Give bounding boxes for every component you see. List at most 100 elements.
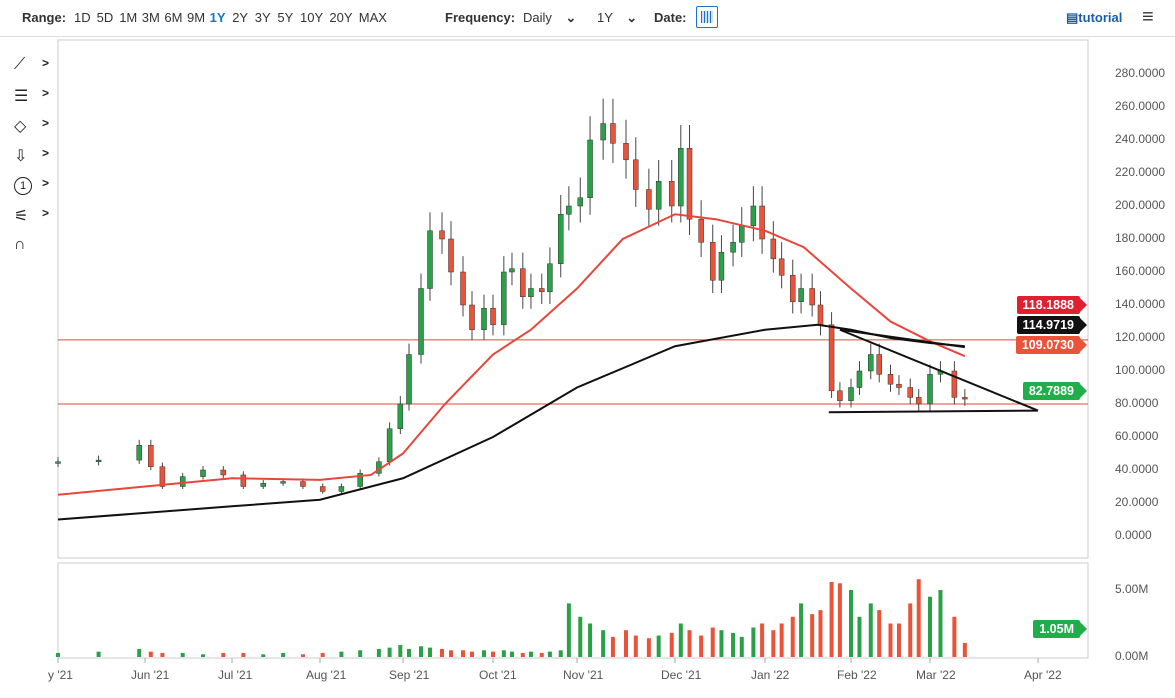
candle bbox=[547, 263, 553, 293]
magnet-icon[interactable]: ∩ bbox=[14, 236, 26, 253]
range-5Y[interactable]: 5Y bbox=[277, 10, 294, 25]
candle bbox=[418, 288, 424, 355]
volume-bar bbox=[710, 627, 715, 657]
range-5D[interactable]: 5D bbox=[96, 10, 114, 25]
candle bbox=[501, 271, 507, 326]
volume-bar bbox=[148, 651, 153, 657]
y-tick-label: 120.0000 bbox=[1115, 330, 1166, 344]
range-10Y[interactable]: 10Y bbox=[300, 10, 324, 25]
range-1D[interactable]: 1D bbox=[74, 10, 91, 25]
volume-bar bbox=[888, 623, 893, 657]
price-tag: 82.7889 bbox=[1022, 382, 1088, 400]
indicator-tool-icon[interactable]: ⚟ > bbox=[14, 206, 50, 225]
volume-bar bbox=[376, 648, 381, 657]
volume-tick-label: 0.00M bbox=[1115, 649, 1149, 663]
menu-icon[interactable]: ≡ bbox=[1142, 6, 1154, 28]
volume-bar bbox=[398, 644, 403, 657]
candle bbox=[95, 459, 102, 463]
y-tick-label: 180.0000 bbox=[1115, 231, 1166, 245]
candle bbox=[848, 387, 854, 401]
volume-bar bbox=[578, 616, 583, 657]
candle bbox=[557, 214, 564, 264]
moving-average-long-line bbox=[57, 323, 965, 521]
trendline bbox=[839, 328, 965, 349]
range-6M[interactable]: 6M bbox=[164, 10, 183, 25]
y-tick-label: 80.0000 bbox=[1115, 396, 1159, 410]
range-1M[interactable]: 1M bbox=[119, 10, 138, 25]
fib-tool-icon[interactable]: ☰ > bbox=[14, 86, 50, 105]
annotation-tool-icon[interactable]: 1 > bbox=[14, 176, 54, 198]
range-2Y[interactable]: 2Y bbox=[232, 10, 249, 25]
candle bbox=[623, 143, 629, 161]
volume-bar bbox=[962, 642, 967, 657]
frequency-select[interactable]: Daily ⌄ bbox=[523, 10, 576, 26]
candle bbox=[587, 139, 593, 198]
candle bbox=[896, 383, 902, 388]
volume-bar bbox=[952, 616, 957, 657]
line-tool-icon[interactable]: ⟋ > bbox=[14, 56, 50, 73]
volume-bar bbox=[491, 651, 495, 657]
range-20Y[interactable]: 20Y bbox=[329, 10, 353, 25]
candle bbox=[280, 481, 286, 484]
volume-bar bbox=[470, 651, 474, 657]
volume-bar bbox=[731, 632, 736, 657]
candle bbox=[159, 466, 166, 487]
candle bbox=[610, 123, 616, 144]
volume-bar bbox=[160, 652, 165, 657]
candle bbox=[876, 354, 882, 375]
x-tick-label: Dec '21 bbox=[661, 668, 702, 682]
arrow-tool-icon[interactable]: ⇩ > bbox=[14, 146, 50, 165]
calendar-icon[interactable] bbox=[696, 6, 718, 28]
volume-bar bbox=[916, 579, 921, 657]
volume-bar bbox=[877, 610, 882, 657]
volume-bar bbox=[837, 583, 842, 657]
volume-bar bbox=[601, 630, 606, 657]
trendline bbox=[839, 328, 1039, 412]
candle bbox=[730, 242, 736, 253]
candle bbox=[951, 370, 958, 398]
volume-bar bbox=[908, 603, 913, 657]
y-tick-label: 200.0000 bbox=[1115, 198, 1166, 212]
range-3Y[interactable]: 3Y bbox=[254, 10, 271, 25]
shape-tool-icon[interactable]: ◇ > bbox=[14, 116, 50, 135]
price-tag: 109.0730 bbox=[1015, 336, 1088, 354]
x-tick-label: Feb '22 bbox=[837, 668, 877, 682]
volume-panel bbox=[57, 562, 1089, 659]
volume-bar bbox=[799, 603, 804, 657]
volume-bar bbox=[428, 647, 432, 657]
volume-bar bbox=[857, 616, 862, 657]
tutorial-link[interactable]: ▤tutorial bbox=[1066, 10, 1122, 26]
range-9M[interactable]: 9M bbox=[187, 10, 206, 25]
range-MAX[interactable]: MAX bbox=[358, 10, 387, 25]
candle bbox=[240, 474, 247, 487]
candle bbox=[750, 205, 757, 227]
candle bbox=[148, 445, 154, 467]
candle bbox=[915, 397, 922, 405]
candle bbox=[837, 390, 843, 401]
volume-bar bbox=[896, 623, 901, 657]
price-panel bbox=[57, 39, 1089, 559]
volume-bar bbox=[678, 623, 683, 657]
volume-bar bbox=[509, 651, 514, 657]
y-tick-label: 20.0000 bbox=[1115, 495, 1159, 509]
volume-bar bbox=[646, 638, 651, 657]
range-3M[interactable]: 3M bbox=[141, 10, 160, 25]
candle bbox=[448, 238, 454, 273]
volume-tag: 1.05M bbox=[1033, 620, 1087, 638]
volume-bar bbox=[566, 603, 571, 657]
volume-bar bbox=[300, 654, 305, 657]
candle bbox=[709, 242, 716, 281]
candle bbox=[397, 403, 404, 429]
volume-bar bbox=[719, 630, 724, 657]
range-label: Range: bbox=[22, 10, 67, 25]
range-1Y[interactable]: 1Y bbox=[209, 10, 226, 25]
y-tick-label: 260.0000 bbox=[1115, 99, 1166, 113]
candle bbox=[357, 473, 363, 487]
volume-bar bbox=[137, 648, 142, 657]
period-select[interactable]: 1Y ⌄ bbox=[597, 10, 637, 26]
candle bbox=[907, 387, 913, 398]
volume-bar bbox=[320, 652, 325, 657]
x-tick-label: Oct '21 bbox=[479, 668, 517, 682]
volume-bar bbox=[849, 590, 853, 657]
